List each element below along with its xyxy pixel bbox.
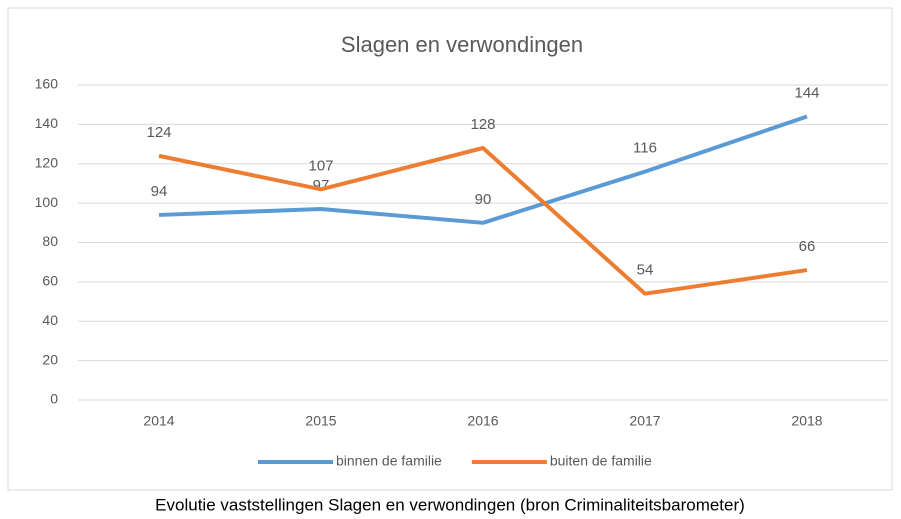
y-tick-label: 160 (35, 76, 59, 92)
y-tick-label: 100 (35, 194, 59, 210)
data-line (158, 146, 808, 296)
x-tick-label: 2016 (467, 413, 498, 429)
y-tick-label: 40 (42, 312, 58, 328)
data-label: 128 (470, 116, 495, 133)
y-tick-label: 60 (42, 273, 58, 289)
data-label: 90 (475, 191, 492, 208)
legend-label: binnen de familie (336, 453, 442, 469)
chart-title: Slagen en verwondingen (341, 32, 583, 57)
data-label: 116 (633, 140, 657, 157)
data-label: 66 (799, 238, 816, 255)
y-tick-label: 0 (50, 391, 58, 407)
x-tick-label: 2018 (791, 413, 822, 429)
x-tick-label: 2014 (143, 413, 174, 429)
data-label: 94 (151, 183, 168, 200)
y-tick-label: 20 (42, 351, 58, 367)
legend-label: buiten de familie (550, 453, 652, 469)
x-tick-label: 2015 (305, 413, 336, 429)
chart-frame (7, 7, 893, 491)
data-line (158, 114, 808, 225)
y-tick-label: 140 (35, 115, 59, 131)
caption: Evolutie vaststellingen Slagen en verwon… (155, 495, 745, 514)
x-tick-label: 2017 (629, 413, 660, 429)
data-label: 97 (313, 177, 330, 194)
data-label: 54 (637, 262, 654, 279)
y-tick-label: 120 (35, 154, 59, 170)
data-label: 144 (794, 84, 819, 101)
data-label: 124 (146, 124, 171, 141)
data-label: 107 (308, 157, 333, 174)
y-tick-label: 80 (42, 233, 58, 249)
